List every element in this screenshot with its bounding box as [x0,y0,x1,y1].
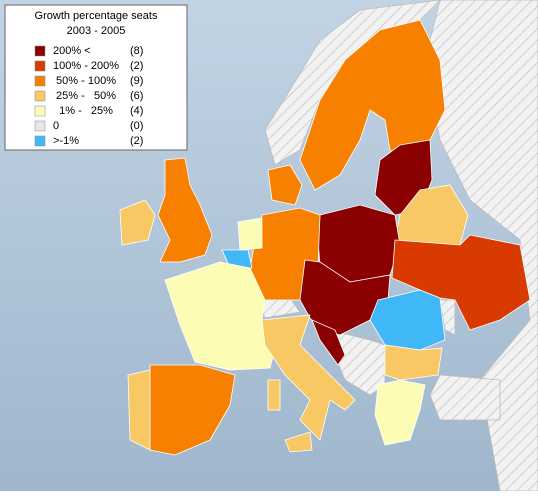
legend-swatch [34,135,46,147]
legend-count: (6) [130,90,143,102]
netherlands [237,217,263,251]
ukraine [391,234,531,331]
greece [374,379,426,446]
portugal [127,369,151,451]
legend-label: 200% < [53,45,91,57]
legend: Growth percentage seats 2003 - 2005 200%… [4,4,188,151]
legend-label: >-1% [53,135,79,147]
legend-count: (2) [130,135,143,147]
uk [157,157,213,263]
sicily [284,431,313,453]
legend-swatch [34,60,46,72]
legend-label: 100% - 200% [53,60,119,72]
legend-title: Growth percentage seats [35,10,158,22]
romania [369,289,446,351]
sardinia [267,379,281,411]
countries [119,0,538,492]
legend-count: (2) [130,60,143,72]
legend-count: (0) [130,120,143,132]
legend-count: (4) [130,105,143,117]
denmark [267,164,303,206]
legend-swatch [34,45,46,57]
legend-subtitle: 2003 - 2005 [67,25,126,37]
legend-swatch [34,105,46,117]
legend-swatch [34,90,46,102]
legend-count: (8) [130,45,143,57]
moldova [439,299,456,336]
croatia-slovenia [311,319,346,366]
legend-label: 1% - 25% [53,105,113,117]
legend-count: (9) [130,75,143,87]
legend-swatch [34,120,46,132]
legend-swatch [34,75,46,87]
legend-label: 0 [53,120,59,132]
legend-label: 25% - 50% [53,90,116,102]
italy [261,314,356,441]
legend-label: 50% - 100% [53,75,116,87]
ireland [119,199,156,246]
turkey [429,374,501,421]
bulgaria [384,344,443,381]
